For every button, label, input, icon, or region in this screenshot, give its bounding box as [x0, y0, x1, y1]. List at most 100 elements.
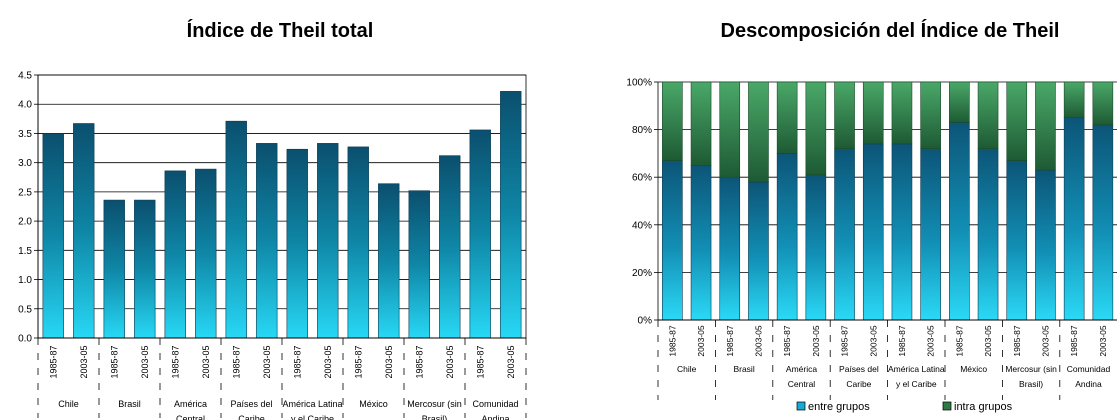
chart1-ytick-label: 0.0 [18, 334, 32, 345]
chart1-period-label: 2003-05 [201, 345, 211, 378]
chart1-period-label: 2003-05 [262, 345, 272, 378]
chart2-group-label: Comunidad [1067, 364, 1111, 374]
chart2-bar-intra [1035, 81, 1056, 171]
chart1-ytick-label: 1.0 [18, 275, 32, 286]
chart1-bar [439, 155, 461, 339]
legend-label-entre: entre grupos [808, 401, 870, 413]
chart2-period-label: 1985-87 [725, 325, 735, 356]
chart1-bar [317, 143, 339, 339]
chart1-period-label: 1985-87 [414, 345, 424, 378]
chart2-bar-intra [805, 81, 827, 176]
chart1-period-label: 2003-05 [79, 345, 89, 378]
chart2-ytick-label: 80% [632, 125, 652, 136]
chart2-bar-entre [1092, 124, 1114, 321]
chart2-bar-intra [748, 81, 769, 183]
chart2-period-label: 2003-05 [753, 325, 763, 356]
chart2-bar-intra [949, 81, 970, 123]
chart1-group-label: Caribe [238, 414, 265, 420]
chart1-period-label: 2003-05 [384, 345, 394, 378]
chart1-period-label: 2003-05 [445, 345, 455, 378]
chart1-group-label: y el Caribe [291, 414, 334, 420]
chart2-bar-entre [891, 143, 913, 321]
chart2-bar-entre [805, 174, 827, 321]
chart2-bar-entre [1006, 160, 1028, 321]
chart2-period-label: 2003-05 [983, 325, 993, 356]
chart2-group-label: América Latina [888, 364, 945, 374]
chart1-group-label: Brasil) [422, 414, 448, 420]
chart2-bar-intra [891, 81, 913, 145]
chart1-group-label: América Latina [282, 399, 342, 409]
chart1-bar [225, 120, 247, 339]
chart1-group-label: América [174, 399, 207, 409]
chart2-bar-intra [1006, 81, 1028, 161]
chart2-group-label: Brasil) [1019, 379, 1043, 389]
chart1-group-label: México [359, 399, 388, 409]
chart1-group-label: Comunidad [472, 399, 518, 409]
chart1-bar [103, 199, 125, 339]
chart2-period-label: 2003-05 [926, 325, 936, 356]
chart2-bar-intra [1092, 81, 1114, 126]
chart2-period-label: 1985-87 [954, 325, 964, 356]
chart1-group-label: Brasil [118, 399, 141, 409]
legend-label-intra: intra grupos [954, 401, 1013, 413]
chart1-period-label: 1985-87 [475, 345, 485, 378]
chart2-period-label: 2003-05 [868, 325, 878, 356]
chart2-group-label: Mercosur (sin [1005, 364, 1057, 374]
chart2-group-label: Central [788, 379, 816, 389]
chart2-bar-entre [862, 143, 884, 321]
chart2-bar-entre [834, 148, 855, 321]
chart1-group-label: Chile [58, 399, 79, 409]
chart1-period-label: 2003-05 [140, 345, 150, 378]
chart1-bar [164, 170, 186, 339]
chart2-bar-entre [690, 165, 712, 321]
chart2-period-label: 2003-05 [811, 325, 821, 356]
chart1-ytick-label: 4.5 [18, 71, 32, 82]
chart2-group-label: Países del [839, 364, 879, 374]
chart1-bar [286, 148, 308, 339]
chart2-group-label: América [786, 364, 817, 374]
chart2-period-label: 2003-05 [1098, 325, 1108, 356]
chart2-bar-intra [920, 81, 941, 149]
chart2-ytick-label: 100% [626, 78, 652, 89]
chart1-bar [73, 123, 95, 339]
chart1-group-label: Andina [481, 414, 509, 420]
chart1-ytick-label: 2.0 [18, 217, 32, 228]
chart2-bar-entre [1063, 117, 1085, 321]
chart2-ytick-label: 0% [638, 316, 653, 327]
chart2-period-label: 2003-05 [1040, 325, 1050, 356]
chart2-ytick-label: 40% [632, 220, 652, 231]
chart2-bar-intra [690, 81, 712, 166]
chart2-group-label: Brasil [733, 364, 754, 374]
chart1-bar [500, 91, 522, 339]
chart1-bar [469, 129, 491, 339]
chart1-ytick-label: 4.0 [18, 100, 32, 111]
chart1-bar [134, 199, 156, 339]
chart1-group-label: Países del [230, 399, 272, 409]
chart1-bar [408, 190, 430, 339]
chart2-group-label: Caribe [846, 379, 871, 389]
chart1-bar [195, 168, 217, 339]
chart2-period-label: 2003-05 [696, 325, 706, 356]
chart2-bar-entre [776, 153, 798, 321]
chart2-bar-entre [920, 148, 941, 321]
chart2-period-label: 1985-87 [667, 325, 677, 356]
chart1-ytick-label: 2.5 [18, 187, 32, 198]
chart1-bar [42, 133, 64, 339]
chart2-bar-intra [662, 81, 683, 161]
chart2-group-label: y el Caribe [896, 379, 937, 389]
chart1-period-label: 2003-05 [323, 345, 333, 378]
chart2-bar-intra [1063, 81, 1085, 119]
chart2-bar-intra [834, 81, 855, 149]
chart1-bar [347, 146, 369, 339]
chart2-ytick-label: 20% [632, 268, 652, 279]
chart1-period-label: 1985-87 [353, 345, 363, 378]
chart1-bar [256, 143, 278, 339]
chart2-bar-entre [1035, 169, 1056, 321]
chart2-bar-intra [776, 81, 798, 154]
chart1-group-label: Mercosur (sin [407, 399, 462, 409]
chart2-bar-entre [662, 160, 683, 321]
chart2-title: Descomposición del Índice de Theil [720, 20, 1060, 42]
chart2-period-label: 1985-87 [840, 325, 850, 356]
chart2-bar-entre [719, 176, 741, 321]
chart2-period-label: 1985-87 [897, 325, 907, 356]
